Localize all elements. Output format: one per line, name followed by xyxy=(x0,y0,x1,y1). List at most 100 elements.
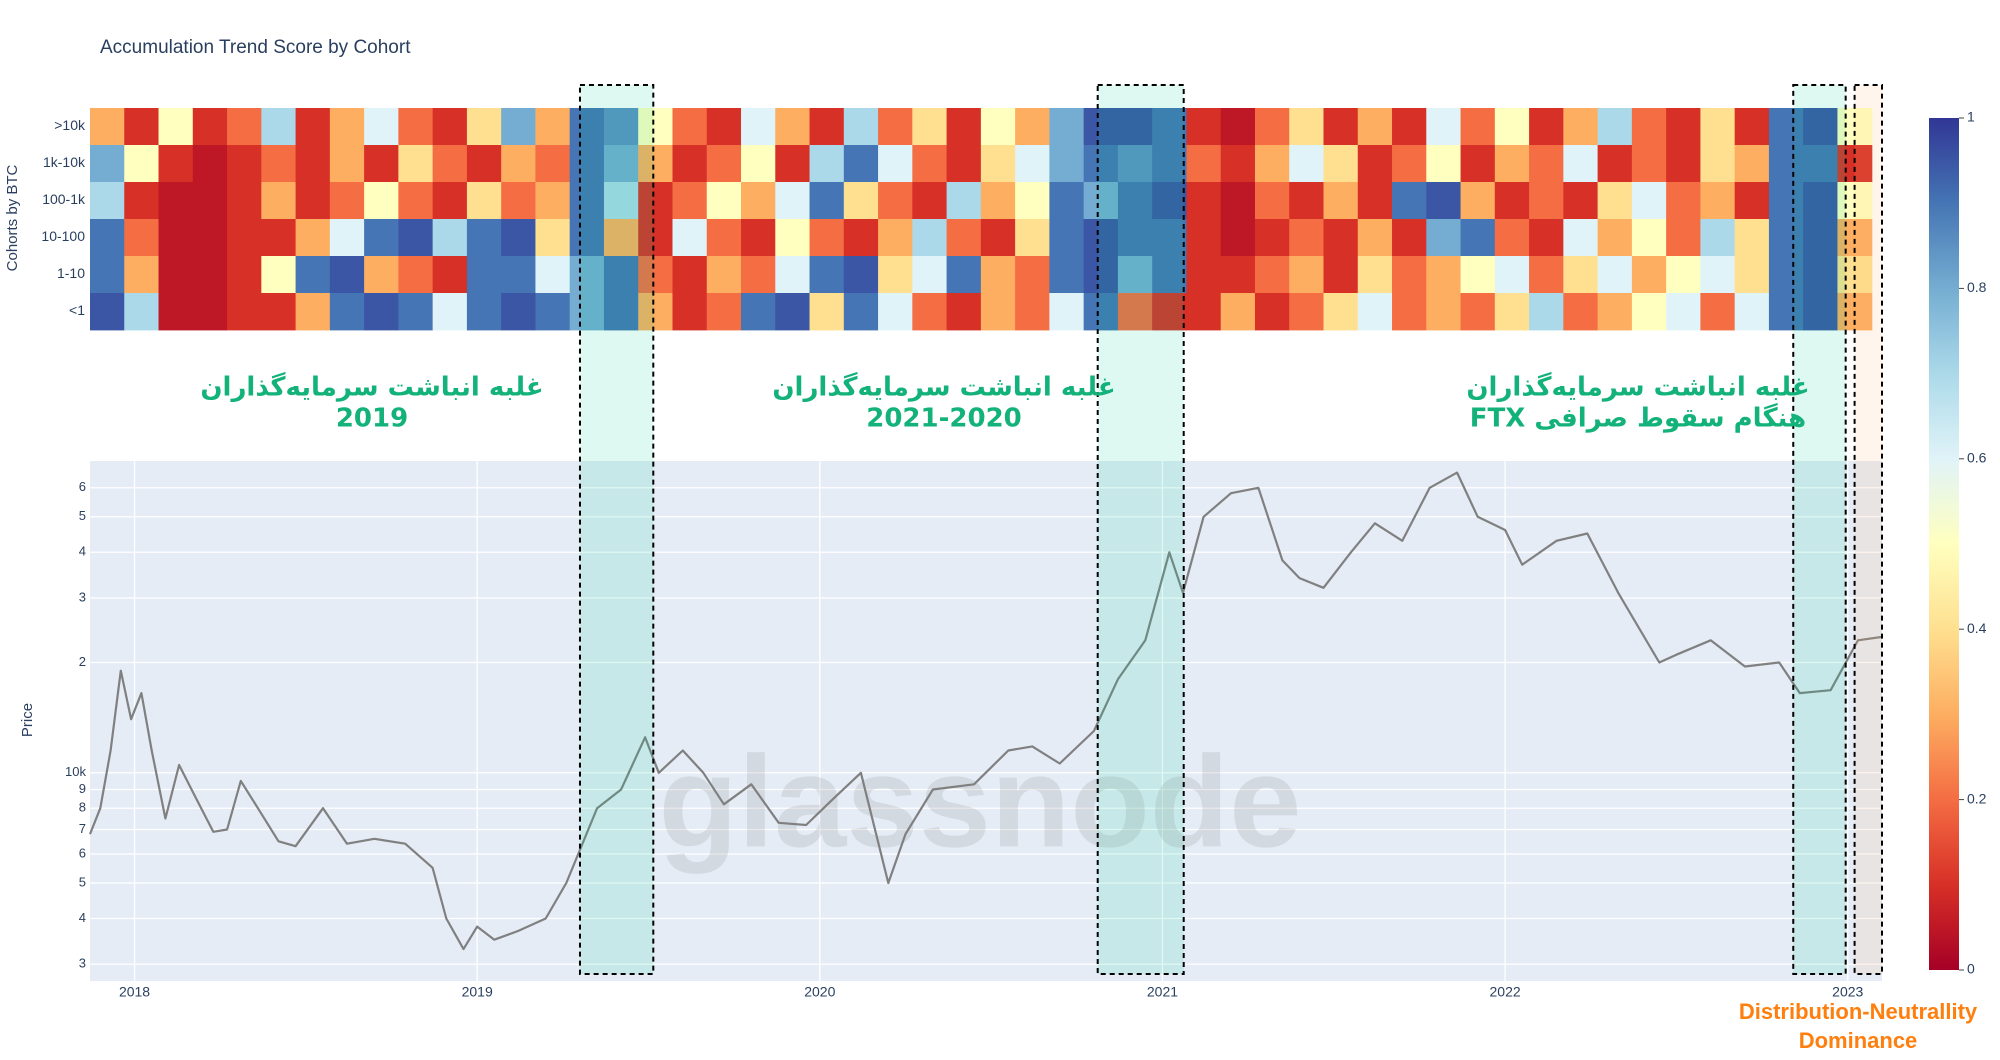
heatmap-cell xyxy=(1768,182,1804,220)
heatmap-cell xyxy=(638,219,674,257)
heatmap-cell xyxy=(878,108,913,146)
heatmap-cell xyxy=(1494,145,1530,183)
heatmap-cell xyxy=(1392,293,1427,331)
heatmap-cell xyxy=(775,256,811,294)
heatmap-cell xyxy=(946,108,982,146)
footnote: Distribution-Neutrallity xyxy=(1739,999,1978,1024)
heatmap-cell xyxy=(775,108,811,146)
heatmap-cell xyxy=(603,182,639,220)
heatmap-cell xyxy=(398,219,434,257)
heatmap-cell xyxy=(1734,108,1770,146)
heatmap-cell xyxy=(1563,256,1599,294)
heatmap-cell xyxy=(843,293,879,331)
heatmap-cell xyxy=(1083,145,1119,183)
heatmap-cell xyxy=(1426,182,1462,220)
heatmap-cell xyxy=(501,256,537,294)
heatmap-cell xyxy=(466,293,502,331)
heatmap-cell xyxy=(706,219,742,257)
heatmap-cell xyxy=(1152,108,1188,146)
plot-background xyxy=(90,461,1882,981)
y-axis-title: Cohorts by BTC xyxy=(4,164,21,271)
heatmap-cell xyxy=(1768,256,1804,294)
heatmap-cell xyxy=(466,182,502,220)
heatmap-cell xyxy=(569,293,605,331)
highlight-region xyxy=(1096,84,1185,975)
heatmap-cell xyxy=(501,293,537,331)
heatmap-cell xyxy=(1426,108,1462,146)
heatmap-cell xyxy=(1220,256,1256,294)
heatmap-cell xyxy=(1631,219,1667,257)
heatmap-cell xyxy=(1357,145,1393,183)
heatmap-cell xyxy=(1631,108,1667,146)
heatmap-cell xyxy=(1426,293,1462,331)
heatmap-cell xyxy=(329,108,365,146)
heatmap-cell xyxy=(501,145,537,183)
colorbar-tick-label: 0.8 xyxy=(1967,279,1987,295)
heatmap-cell xyxy=(741,145,776,183)
heatmap-cell xyxy=(1803,145,1839,183)
heatmap-cell xyxy=(775,219,811,257)
heatmap-cell xyxy=(878,145,913,183)
heatmap-cell xyxy=(706,293,742,331)
chart-title: Accumulation Trend Score by Cohort xyxy=(100,37,411,58)
heatmap-cell xyxy=(227,293,262,331)
heatmap-cell xyxy=(1289,108,1325,146)
heatmap-cell xyxy=(1529,256,1564,294)
heatmap-cell xyxy=(1631,145,1667,183)
heatmap-cell xyxy=(1666,256,1702,294)
heatmap-cell xyxy=(1700,182,1736,220)
heatmap-cell xyxy=(843,219,879,257)
heatmap-cell xyxy=(1357,108,1393,146)
heatmap-cell xyxy=(878,293,913,331)
y-tick-label: 4 xyxy=(79,910,86,925)
heatmap-cell xyxy=(946,256,982,294)
heatmap-cell xyxy=(1220,219,1256,257)
annotation: غلبه انباشت سرمایه‌گذاران xyxy=(772,372,1115,403)
heatmap-cell xyxy=(535,293,571,331)
heatmap-cell xyxy=(1015,108,1050,146)
heatmap-cell xyxy=(1734,256,1770,294)
heatmap-cell xyxy=(603,256,639,294)
heatmap-cell xyxy=(124,219,160,257)
heatmap-cell xyxy=(1357,293,1393,331)
heatmap-cell xyxy=(466,145,502,183)
heatmap-cell xyxy=(1563,219,1599,257)
colorbar-tick-label: 0 xyxy=(1967,961,1975,977)
heatmap-cell xyxy=(1597,108,1633,146)
heatmap-cell xyxy=(569,145,605,183)
heatmap-cell xyxy=(1494,256,1530,294)
heatmap-cell xyxy=(1803,182,1839,220)
heatmap-cell xyxy=(741,182,776,220)
heatmap-cell xyxy=(1529,219,1564,257)
heatmap-cell xyxy=(1254,182,1290,220)
heatmap-cell xyxy=(946,293,982,331)
heatmap-cell xyxy=(1563,145,1599,183)
heatmap-cell xyxy=(741,108,776,146)
heatmap-cell xyxy=(1220,145,1256,183)
y-tick-label: 7 xyxy=(79,821,86,836)
y-tick-label: 4 xyxy=(79,544,86,559)
annotation: هنگام سقوط صرافی FTX xyxy=(1470,403,1806,434)
heatmap-cell xyxy=(1289,256,1325,294)
heatmap-cell xyxy=(1186,256,1222,294)
heatmap-cell xyxy=(603,219,639,257)
heatmap-cell xyxy=(432,256,468,294)
heatmap-cell xyxy=(1803,293,1839,331)
heatmap-cell xyxy=(124,293,160,331)
heatmap-cell xyxy=(569,108,605,146)
heatmap-cell xyxy=(775,293,811,331)
heatmap-cell xyxy=(329,145,365,183)
heatmap-cell xyxy=(535,182,571,220)
heatmap-cell xyxy=(1289,219,1325,257)
heatmap-cell xyxy=(398,293,434,331)
heatmap-cell xyxy=(261,293,297,331)
heatmap-cell xyxy=(843,108,879,146)
heatmap-cell xyxy=(1734,293,1770,331)
heatmap-cell xyxy=(878,219,913,257)
annotation: غلبه انباشت سرمایه‌گذاران xyxy=(1466,372,1809,403)
heatmap-cell xyxy=(432,293,468,331)
heatmap-cell xyxy=(1803,108,1839,146)
heatmap-cell xyxy=(1494,182,1530,220)
heatmap-cell xyxy=(843,145,879,183)
heatmap-cell xyxy=(1597,219,1633,257)
